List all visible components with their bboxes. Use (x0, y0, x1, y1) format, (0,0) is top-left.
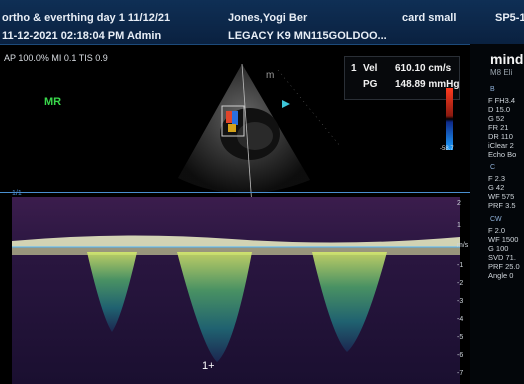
datetime-operator: 11-12-2021 02:18:04 PM Admin (2, 30, 162, 42)
cw-mode-section: CW (490, 216, 502, 223)
c-param: G 42 (488, 183, 505, 192)
parameter-panel: mind M8 Eli B F FH3.4 D 15.0 G 52 FR 21 … (470, 44, 524, 384)
color-mode-section: C (490, 164, 496, 171)
b-param: G 52 (488, 114, 505, 123)
svg-text:m: m (266, 70, 274, 81)
b-param: F FH3.4 (488, 96, 516, 105)
b-param: D 15.0 (488, 105, 511, 114)
b-param: DR 110 (488, 132, 513, 141)
brand-logo-text: mind (490, 51, 524, 67)
probe-label: SP5-1 (495, 12, 524, 24)
scale-label-2: 2 (457, 200, 461, 207)
echo-sector-image: m (178, 63, 341, 207)
study-title: ortho & everthing day 1 11/12/21 (2, 12, 171, 24)
cw-param: Angle 0 (488, 271, 514, 280)
cw-param: F 2.0 (488, 226, 506, 235)
patient-id: LEGACY K9 MN115GOLDOO... (228, 30, 387, 42)
measurement-cursor[interactable]: 1+ (202, 360, 215, 372)
scale-label-neg6: -6 (457, 352, 464, 359)
c-param: WF 575 (488, 192, 515, 201)
color-velocity-scale (446, 88, 453, 150)
mode-label: MR (44, 96, 62, 108)
b-param: FR 21 (488, 123, 509, 132)
c-param: PRF 3.5 (488, 201, 516, 210)
cw-param: SVD 71. (488, 253, 516, 262)
velocity-label: Vel (363, 63, 378, 74)
patient-name: Jones,Yogi Ber (228, 12, 308, 24)
scale-label-neg4: -4 (457, 316, 464, 323)
cw-param: PRF 25.0 (488, 262, 520, 271)
scale-label-neg2: -2 (457, 280, 464, 287)
velocity-value: 610.10 cm/s (395, 63, 452, 74)
scale-label-1: 1 (457, 222, 461, 229)
scale-label-neg5: -5 (457, 334, 464, 341)
pressure-gradient-label: PG (363, 79, 378, 90)
acoustic-output-info: AP 100.0% MI 0.1 TIS 0.9 (4, 53, 108, 63)
measurement-readout: 1 Vel 610.10 cm/s PG 148.89 mmHg (344, 56, 460, 100)
b-param: iClear 2 (488, 141, 514, 150)
scale-label-units: m/s (457, 242, 469, 249)
color-scale-value: -58.7 (440, 146, 454, 152)
exam-type: card small (402, 12, 457, 24)
scale-label-neg3: -3 (457, 298, 464, 305)
scale-label-neg7: -7 (457, 370, 464, 377)
header-bar: ortho & everthing day 1 11/12/21 Jones,Y… (0, 0, 524, 45)
scale-label-neg1: -1 (457, 262, 464, 269)
cw-param: G 100 (488, 244, 509, 253)
cw-doppler-spectrum (12, 197, 460, 384)
pressure-gradient-value: 148.89 mmHg (395, 79, 460, 90)
sweep-marker: 1/1 (12, 190, 22, 197)
b-mode-section: B (490, 86, 495, 93)
c-param: F 2.3 (488, 174, 506, 183)
sweep-separator (0, 192, 470, 193)
system-model: M8 Eli (490, 68, 513, 77)
cw-param: WF 1500 (488, 235, 519, 244)
measurement-index: 1 (351, 63, 357, 74)
b-param: Echo Bo (488, 150, 517, 159)
